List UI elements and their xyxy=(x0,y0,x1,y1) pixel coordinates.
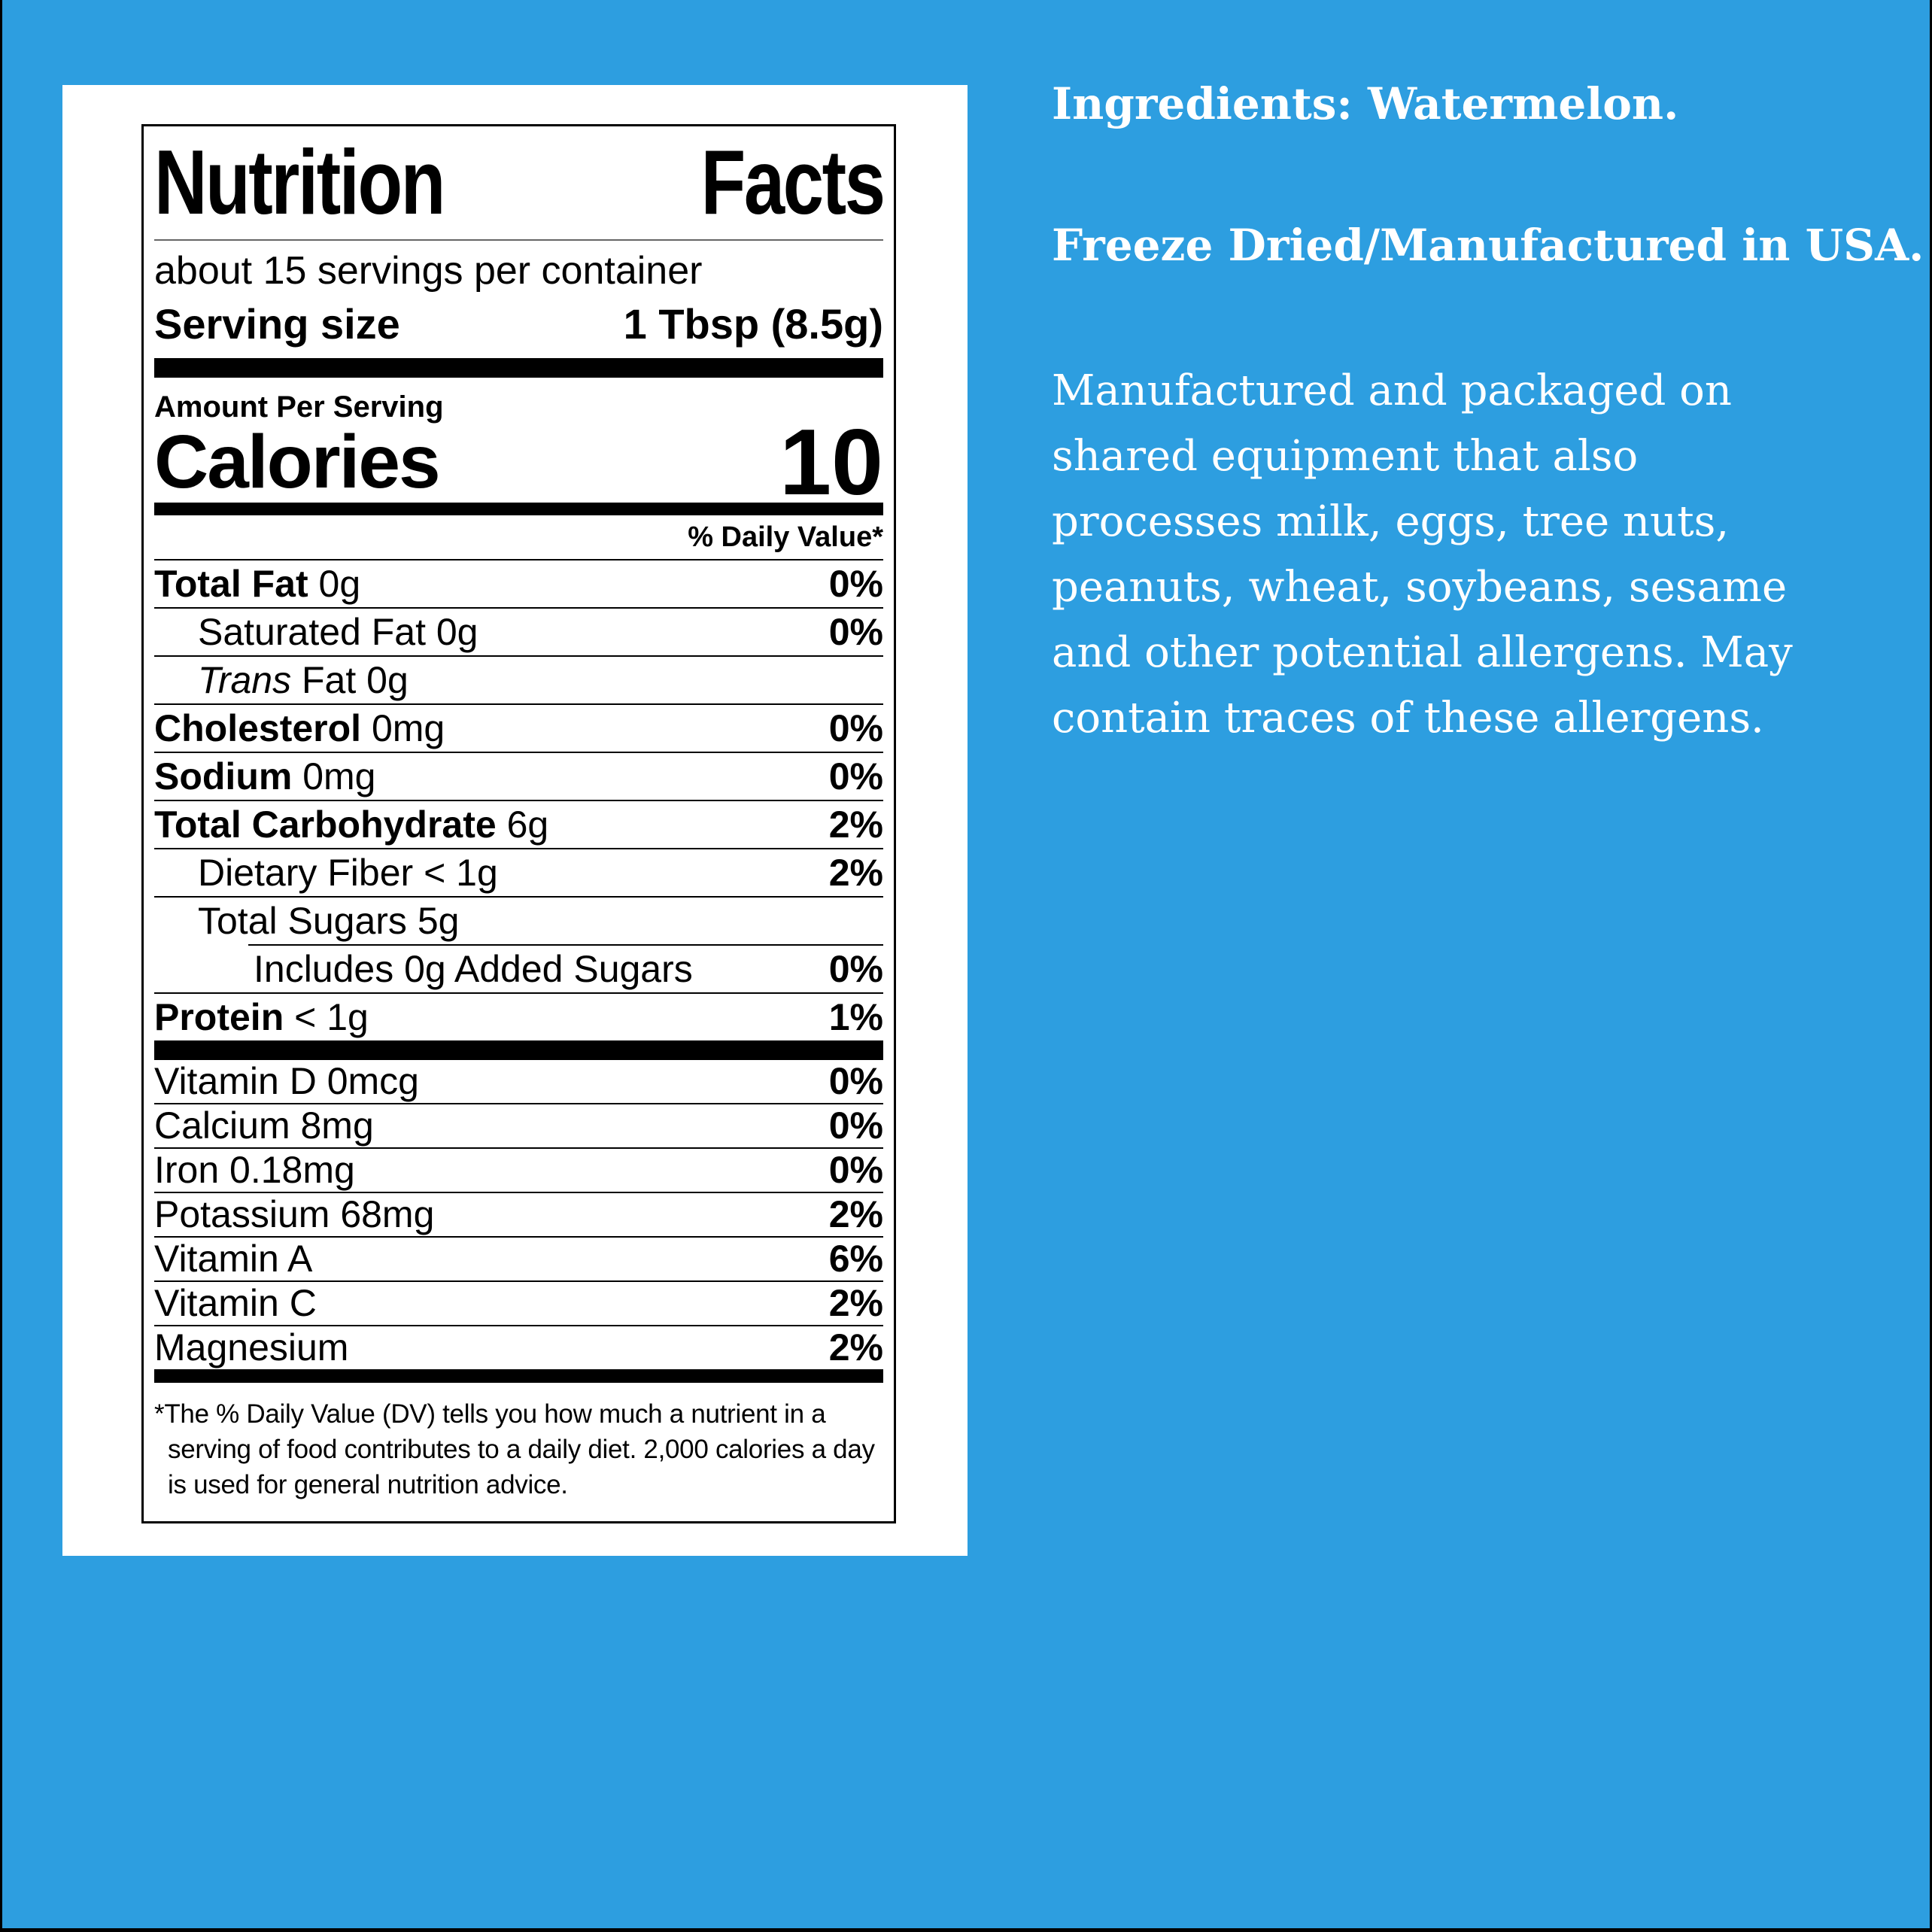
origin-text: Freeze Dried/Manufactured in USA. xyxy=(1052,220,1924,271)
nutrition-facts-title: Nutrition Facts xyxy=(154,131,886,233)
nutrient-value: 1% xyxy=(828,996,883,1038)
nutrition-facts-label: Nutrition Facts about 15 servings per co… xyxy=(141,124,896,1523)
vitamin-row-iron: Iron 0.18mg 0% xyxy=(154,1149,883,1193)
calories-value: 10 xyxy=(779,411,883,515)
title-divider xyxy=(154,239,883,241)
nutrient-row-total-fat: Total Fat 0g 0% xyxy=(154,560,883,609)
vitamin-row-vitamin-c: Vitamin C 2% xyxy=(154,1282,883,1326)
vitamin-row-calcium: Calcium 8mg 0% xyxy=(154,1104,883,1149)
vitamin-value: 2% xyxy=(828,1282,883,1324)
product-info: Ingredients: Watermelon. Freeze Dried/Ma… xyxy=(1052,71,1924,751)
nutrient-value: 2% xyxy=(828,852,883,894)
allergen-line: shared equipment that also xyxy=(1052,432,1639,481)
nutrient-row-added-sugars: Includes 0g Added Sugars 0% xyxy=(154,946,883,994)
nutrient-row-total-carbohydrate: Total Carbohydrate 6g 2% xyxy=(154,801,883,849)
serving-size-label: Serving size xyxy=(154,300,400,348)
nutrient-value: 0% xyxy=(828,707,883,749)
vitamin-value: 2% xyxy=(828,1326,883,1368)
title-word-nutrition: Nutrition xyxy=(154,131,445,233)
nutrient-row-protein: Protein < 1g 1% xyxy=(154,994,883,1040)
nutrient-value: 0% xyxy=(828,755,883,797)
vitamin-value: 6% xyxy=(828,1238,883,1280)
vitamin-row-vitamin-d: Vitamin D 0mcg 0% xyxy=(154,1060,883,1104)
nutrient-row-trans-fat: Trans Fat 0g xyxy=(154,657,883,705)
divider-bar-thick-top xyxy=(154,358,883,378)
allergen-line: and other potential allergens. May xyxy=(1052,628,1793,677)
allergen-line: Manufactured and packaged on xyxy=(1052,366,1732,415)
serving-size-row: Serving size 1 Tbsp (8.5g) xyxy=(154,299,883,349)
label-card: Nutrition Facts about 15 servings per co… xyxy=(62,85,968,1556)
allergen-statement: Manufactured and packaged on shared equi… xyxy=(1052,358,1909,751)
vitamin-value: 0% xyxy=(828,1149,883,1191)
vitamin-value: 0% xyxy=(828,1060,883,1102)
serving-size-value: 1 Tbsp (8.5g) xyxy=(623,300,883,348)
nutrient-row-sodium: Sodium 0mg 0% xyxy=(154,753,883,801)
nutrient-row-dietary-fiber: Dietary Fiber < 1g 2% xyxy=(154,849,883,898)
amount-per-serving-label: Amount Per Serving xyxy=(154,390,444,424)
ingredients-text: Ingredients: Watermelon. xyxy=(1052,78,1679,129)
servings-per-container: about 15 servings per container xyxy=(154,249,703,293)
calories-row: Calories 10 xyxy=(154,411,883,515)
vitamin-row-magnesium: Magnesium 2% xyxy=(154,1326,883,1368)
vitamin-value: 0% xyxy=(828,1104,883,1147)
calories-label: Calories xyxy=(154,420,441,504)
nutrient-value: 0% xyxy=(828,948,883,990)
daily-value-footnote: *The % Daily Value (DV) tells you how mu… xyxy=(154,1399,875,1499)
divider-bar-thick-protein xyxy=(154,1040,883,1060)
vitamin-row-potassium: Potassium 68mg 2% xyxy=(154,1193,883,1238)
nutrient-row-total-sugars: Total Sugars 5g xyxy=(198,900,460,942)
allergen-line: contain traces of these allergens. xyxy=(1052,694,1764,743)
nutrient-value: 0% xyxy=(828,563,883,605)
divider-bar-calories xyxy=(154,503,883,515)
vitamin-row-vitamin-a: Vitamin A 6% xyxy=(154,1238,883,1282)
divider-bar-footnote xyxy=(154,1369,883,1383)
daily-value-header: % Daily Value* xyxy=(154,515,883,560)
nutrient-value: 0% xyxy=(828,611,883,653)
allergen-line: peanuts, wheat, soybeans, sesame xyxy=(1052,563,1788,612)
added-sugars-divider xyxy=(248,944,883,946)
vitamin-value: 2% xyxy=(828,1193,883,1235)
nutrient-value: 2% xyxy=(828,803,883,846)
title-word-facts: Facts xyxy=(700,131,886,233)
nutrient-row-cholesterol: Cholesterol 0mg 0% xyxy=(154,705,883,753)
allergen-line: processes milk, eggs, tree nuts, xyxy=(1052,497,1730,546)
nutrient-row-saturated-fat: Saturated Fat 0g 0% xyxy=(154,609,883,657)
